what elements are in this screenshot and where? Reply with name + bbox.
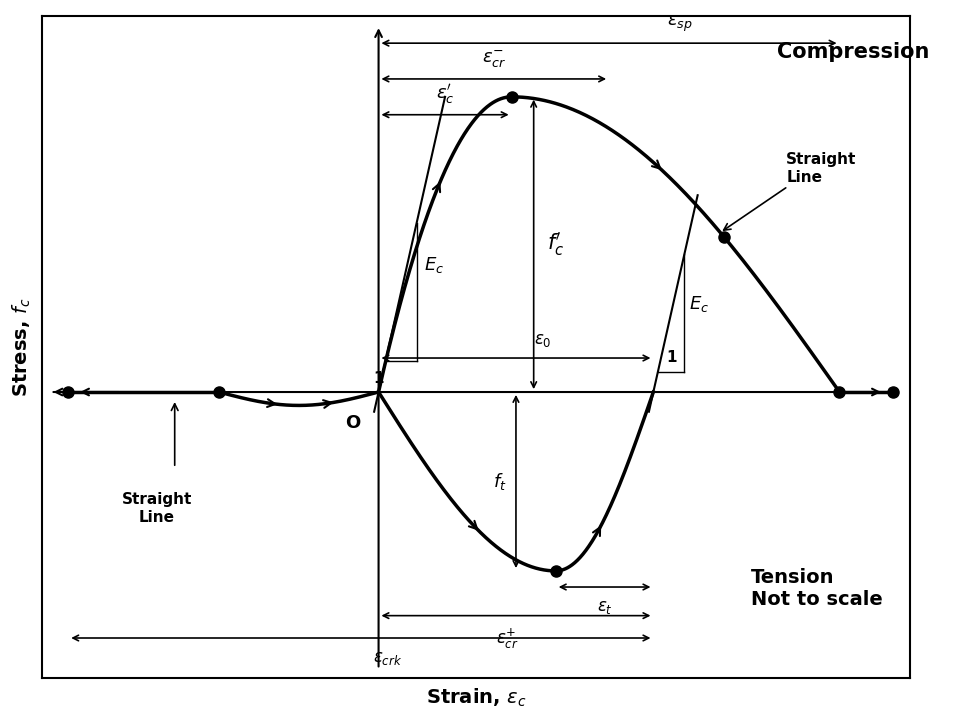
Text: $\varepsilon_{cr}^{-}$: $\varepsilon_{cr}^{-}$ (482, 49, 506, 70)
X-axis label: Strain, $\varepsilon_c$: Strain, $\varepsilon_c$ (425, 687, 526, 709)
Text: $\varepsilon_t$: $\varepsilon_t$ (596, 598, 612, 616)
Text: $\varepsilon_0$: $\varepsilon_0$ (534, 331, 551, 349)
Text: $f_c'$: $f_c'$ (547, 230, 564, 258)
Text: 1: 1 (373, 372, 384, 386)
Text: 1: 1 (666, 350, 677, 365)
Text: $\varepsilon_c'$: $\varepsilon_c'$ (436, 82, 454, 106)
Text: $\varepsilon_{crk}$: $\varepsilon_{crk}$ (372, 649, 402, 667)
Text: $f_t$: $f_t$ (493, 471, 507, 492)
Text: Straight
Line: Straight Line (786, 152, 856, 184)
Text: Compression: Compression (778, 42, 930, 62)
Text: $E_c$: $E_c$ (423, 255, 444, 275)
Text: $\varepsilon_{sp}$: $\varepsilon_{sp}$ (667, 14, 693, 35)
Text: $\varepsilon_{cr}^{+}$: $\varepsilon_{cr}^{+}$ (495, 626, 518, 651)
Text: Straight
Line: Straight Line (122, 492, 192, 524)
Text: Tension
Not to scale: Tension Not to scale (751, 568, 882, 609)
Text: $E_c$: $E_c$ (688, 294, 708, 314)
Y-axis label: Stress, $f_c$: Stress, $f_c$ (12, 297, 34, 397)
Text: O: O (346, 415, 361, 433)
